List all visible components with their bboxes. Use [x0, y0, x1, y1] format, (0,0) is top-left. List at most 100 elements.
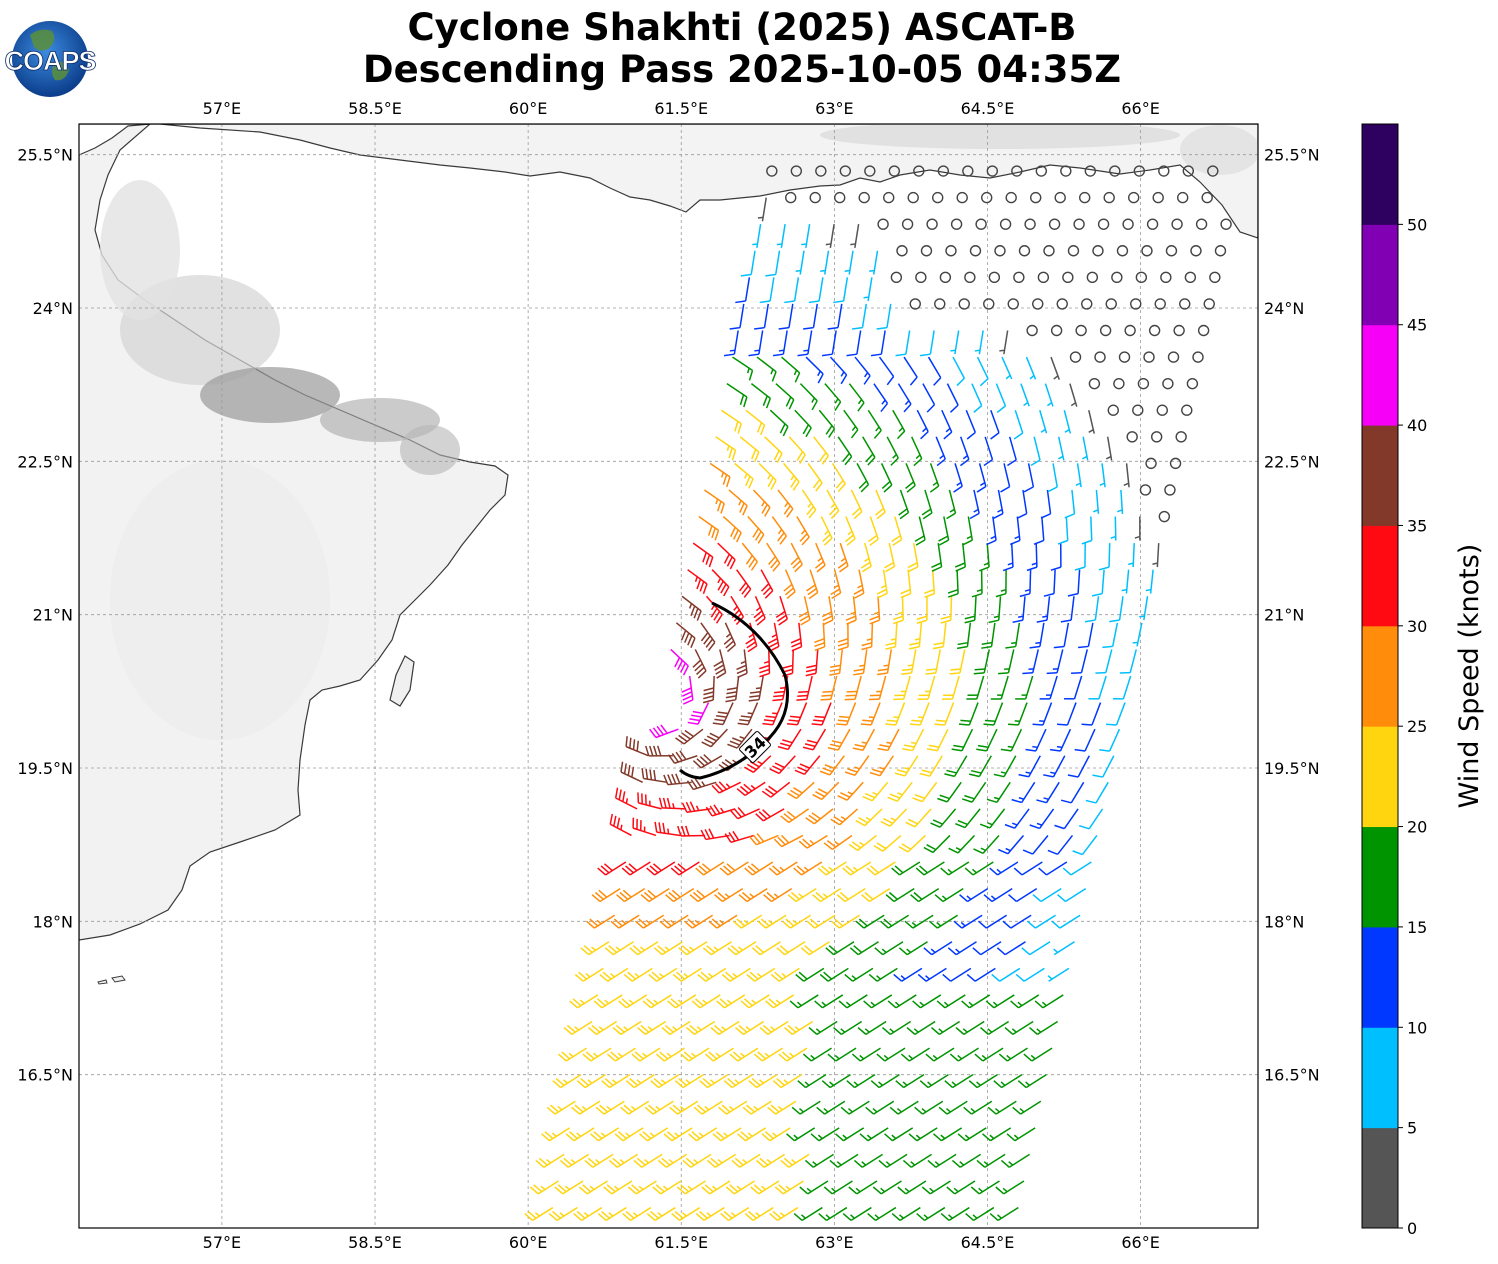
- wind-barb: [756, 356, 777, 382]
- wind-barb: [1017, 1074, 1047, 1089]
- wind-barb: [1050, 356, 1061, 380]
- wind-barb: [1050, 543, 1062, 571]
- wind-barb: [1110, 516, 1117, 541]
- wind-barb: [780, 808, 810, 824]
- wind-barb: [836, 887, 866, 903]
- wind-barb: [876, 1047, 906, 1062]
- wind-barb: [1060, 781, 1085, 804]
- wind-barb: [950, 218, 963, 230]
- wind-barb: [979, 808, 1006, 829]
- wind-barb: [704, 489, 725, 514]
- colorbar-segment: [1362, 926, 1398, 1028]
- wind-barb: [1139, 596, 1149, 621]
- colorbar: 0 5 10 15 20 25 30 35 40 45 50: [1361, 123, 1427, 1238]
- wind-barb: [768, 861, 798, 876]
- wind-barb: [826, 489, 840, 519]
- wind-barb: [1007, 298, 1019, 310]
- wind-barb: [970, 1180, 1000, 1195]
- wind-barb: [965, 1206, 995, 1222]
- wind-barb: [848, 383, 865, 412]
- wind-barb: [983, 702, 1004, 726]
- wind-barb: [663, 1127, 693, 1142]
- wind-barb: [1002, 543, 1014, 572]
- wind-barb: [757, 197, 767, 222]
- wind-barb: [971, 383, 983, 413]
- wind-barb: [830, 569, 842, 599]
- colorbar-segment: [1362, 324, 1398, 426]
- wind-barb: [959, 436, 970, 467]
- wind-barb: [621, 861, 651, 876]
- wind-barb: [976, 728, 998, 752]
- wind-barb: [990, 675, 1009, 700]
- wind-barb: [886, 436, 899, 466]
- wind-barb: [919, 1074, 949, 1089]
- wind-barb: [1071, 649, 1088, 674]
- wind-barb: [829, 649, 844, 676]
- colorbar-tick-label: 45: [1407, 316, 1427, 335]
- wind-barb: [912, 781, 938, 803]
- wind-barb: [1103, 191, 1115, 204]
- wind-barb: [759, 1020, 789, 1036]
- wind-barb: [987, 1100, 1017, 1115]
- wind-barb: [958, 298, 970, 310]
- wind-barb: [1097, 218, 1110, 230]
- lon-tick-label-bottom: 61.5°E: [654, 1233, 708, 1252]
- wind-barb: [906, 1020, 936, 1036]
- wind-barb: [1013, 861, 1043, 876]
- wind-barb: [775, 596, 788, 626]
- wind-barb: [748, 330, 764, 357]
- wind-barb: [848, 834, 877, 851]
- wind-barb: [1094, 351, 1106, 363]
- wind-barb: [917, 675, 936, 700]
- wind-barb: [855, 808, 883, 827]
- wind-barb: [931, 1020, 961, 1036]
- wind-barb: [746, 967, 776, 982]
- wind-barb: [799, 1180, 829, 1195]
- wind-barb: [1057, 436, 1065, 461]
- wind-barb: [637, 1020, 667, 1036]
- wind-barb: [788, 436, 806, 464]
- wind-barb: [776, 941, 806, 956]
- lon-tick-label-bottom: 60°E: [509, 1233, 547, 1252]
- wind-barb: [861, 887, 891, 903]
- wind-barb: [977, 914, 1008, 929]
- wind-barb: [723, 330, 739, 357]
- logo-text: COAPS: [4, 46, 95, 76]
- wind-barb: [727, 941, 757, 956]
- wind-barb: [652, 1180, 682, 1195]
- wind-barb: [1010, 994, 1040, 1009]
- wind-barb: [835, 1127, 865, 1142]
- wind-barb: [876, 569, 888, 599]
- wind-barb: [524, 1206, 554, 1222]
- wind-barb: [590, 1127, 620, 1142]
- wind-barb: [993, 1074, 1023, 1089]
- wind-barb: [693, 1100, 723, 1115]
- wind-barb: [867, 409, 882, 439]
- wind-barb: [739, 436, 760, 462]
- colorbar-segment: [1362, 425, 1398, 526]
- wind-barb: [716, 994, 746, 1009]
- wind-barb: [940, 596, 953, 624]
- wind-barb: [924, 569, 936, 599]
- wind-barb: [814, 994, 844, 1009]
- wind-barb: [609, 813, 632, 837]
- wind-barb: [1075, 324, 1087, 337]
- wind-barb: [669, 1100, 699, 1115]
- wind-barb: [699, 1074, 729, 1089]
- lon-tick-label-bottom: 57°E: [203, 1233, 241, 1252]
- wind-barb: [676, 1180, 706, 1195]
- wind-barb: [844, 675, 862, 701]
- wind-barb: [839, 165, 852, 177]
- wind-barb: [646, 1206, 676, 1222]
- wind-barb: [591, 887, 621, 903]
- wind-barb: [1086, 271, 1099, 284]
- wind-barb: [1209, 271, 1221, 284]
- wind-barb: [1047, 463, 1058, 493]
- wind-barb: [659, 914, 689, 929]
- wind-barb: [1023, 1047, 1053, 1062]
- wind-barb: [670, 648, 689, 676]
- wind-barb: [1099, 463, 1106, 488]
- wind-barb: [1117, 489, 1124, 514]
- wind-barb: [890, 271, 903, 284]
- wind-barb: [781, 356, 801, 383]
